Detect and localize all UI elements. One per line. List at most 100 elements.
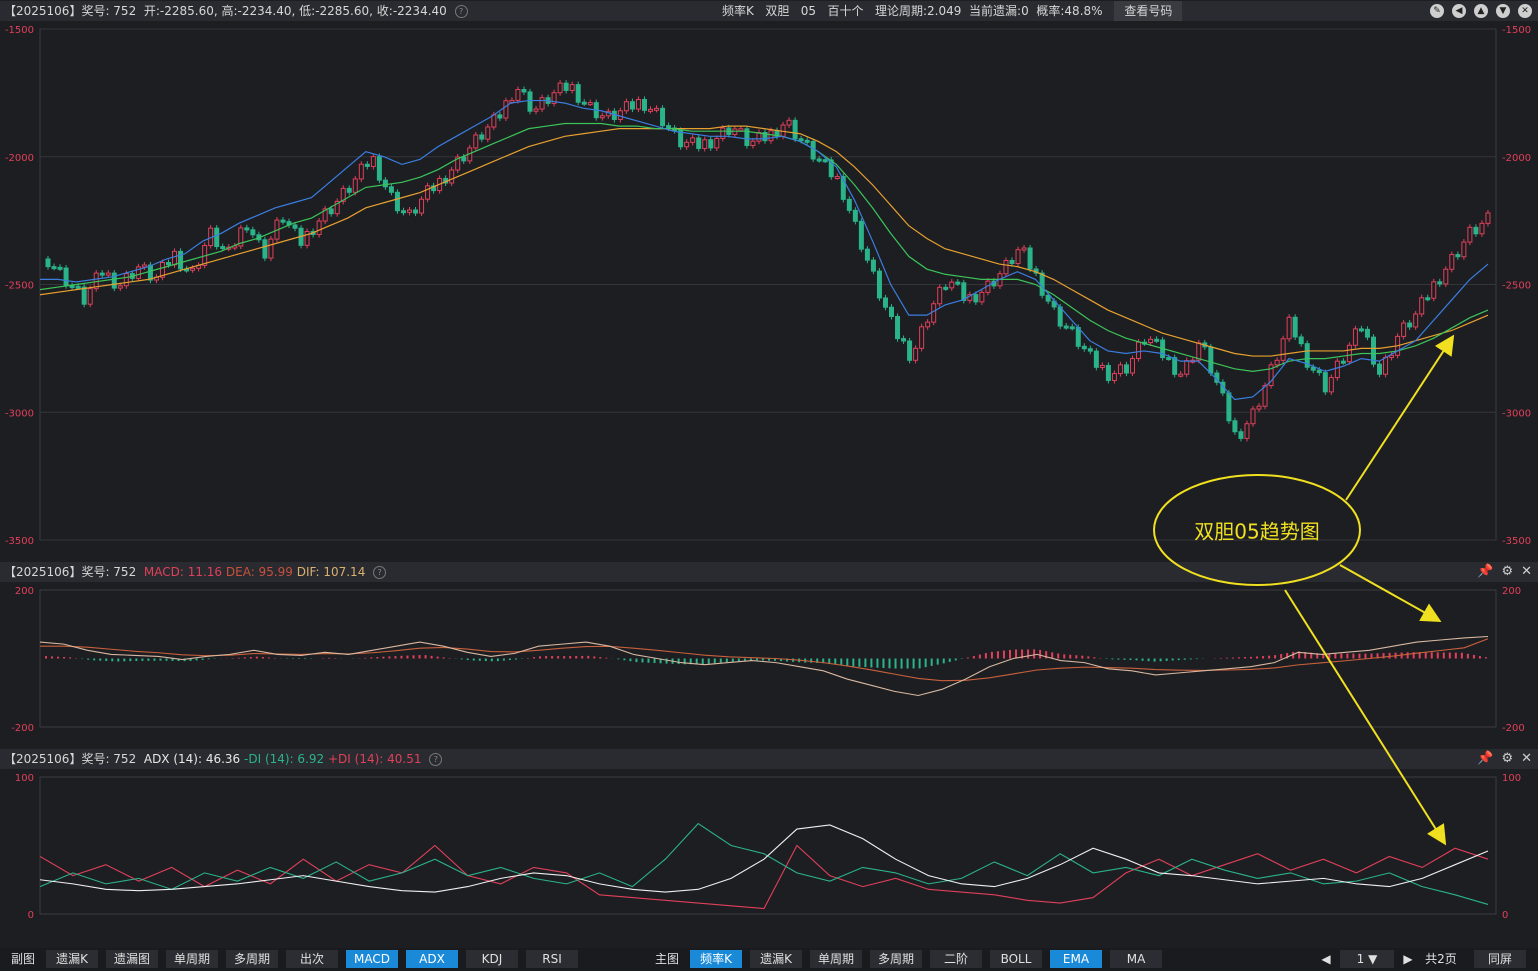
candle: [413, 209, 419, 214]
candle: [581, 101, 587, 105]
candle: [792, 119, 798, 140]
macd-chart: 200 200 -200 -200: [11, 586, 1524, 734]
candle: [1322, 372, 1328, 393]
y-tick-label-left: -1500: [5, 25, 34, 36]
candle: [159, 262, 165, 278]
candle: [1093, 350, 1099, 368]
candle: [1358, 328, 1364, 332]
candle: [1455, 254, 1461, 258]
candle: [105, 272, 111, 276]
candle: [376, 156, 382, 181]
candle: [1105, 364, 1111, 381]
candle: [1449, 254, 1455, 270]
candle: [1262, 385, 1268, 407]
sub-tab-7[interactable]: ADX: [406, 950, 458, 968]
candle: [575, 84, 581, 103]
candle: [81, 286, 87, 305]
candle: [280, 219, 286, 223]
sub-tab-1[interactable]: 遗漏K: [46, 950, 98, 968]
close-icon[interactable]: ✕: [1521, 564, 1532, 579]
gear-icon[interactable]: ⚙: [1501, 751, 1514, 766]
candle: [485, 126, 491, 140]
close-icon[interactable]: ✕: [1521, 751, 1532, 766]
candle: [1413, 313, 1419, 328]
candle: [1232, 420, 1238, 433]
candle: [147, 264, 153, 281]
candle: [744, 128, 750, 147]
candle: [846, 198, 852, 211]
sync-screen-button[interactable]: 同屏: [1474, 950, 1526, 968]
candle: [895, 315, 901, 340]
candle: [521, 89, 527, 93]
main-tab-2[interactable]: 遗漏K: [750, 950, 802, 968]
y-tick-label-right: -2000: [1502, 153, 1531, 164]
main-tab-3[interactable]: 单周期: [810, 950, 862, 968]
back-icon[interactable]: ◀: [1452, 4, 1466, 18]
candle: [352, 178, 358, 193]
main-tab-1[interactable]: 频率K: [690, 950, 742, 968]
y-tick-label-right: -3500: [1502, 536, 1531, 547]
main-tab-8[interactable]: MA: [1110, 950, 1162, 968]
up-icon[interactable]: ▲: [1474, 4, 1488, 18]
sub-tab-9[interactable]: RSI: [526, 950, 578, 968]
help-icon[interactable]: ?: [454, 5, 468, 18]
candle: [816, 158, 822, 162]
candle: [1286, 316, 1292, 340]
main-tab-7[interactable]: EMA: [1050, 950, 1102, 968]
candle: [557, 82, 563, 94]
sub-tab-6[interactable]: MACD: [346, 950, 398, 968]
adx-header: 【2025106】奖号: 752 ADX (14): 46.36 -DI (14…: [0, 749, 1538, 769]
sub-tab-5[interactable]: 出次: [286, 950, 338, 968]
candle: [358, 163, 364, 180]
candle: [1401, 322, 1407, 337]
candle: [660, 107, 666, 127]
candle: [141, 264, 147, 268]
candle: [455, 156, 461, 171]
sub-tab-2[interactable]: 遗漏图: [106, 950, 158, 968]
issue-number: 【2025106】奖号: 752: [4, 4, 137, 18]
candle: [702, 139, 708, 149]
candle: [1015, 249, 1021, 265]
candle: [901, 338, 907, 342]
page-select[interactable]: 1 ▼: [1340, 950, 1394, 968]
candle: [569, 84, 575, 91]
adx-value: ADX (14): 46.36: [143, 752, 241, 766]
view-numbers-button[interactable]: 查看号码: [1114, 1, 1183, 21]
candle: [551, 92, 557, 104]
sub-tab-4[interactable]: 多周期: [226, 950, 278, 968]
prev-page-icon[interactable]: ◀: [1321, 952, 1331, 966]
main-tab-5[interactable]: 二阶: [930, 950, 982, 968]
plus-di-value: +DI (14): 40.51: [327, 752, 422, 766]
page-count: 共2页: [1425, 952, 1457, 966]
candle: [1184, 360, 1190, 375]
candle: [262, 239, 268, 259]
candle: [461, 156, 467, 162]
y-tick-label-left: 100: [15, 773, 34, 784]
candle: [648, 108, 653, 112]
sub-tab-3[interactable]: 单周期: [166, 950, 218, 968]
main-info: 【2025106】奖号: 752 开:-2285.60, 高:-2234.40,…: [4, 1, 468, 21]
candle: [1310, 366, 1316, 371]
help-icon[interactable]: ?: [429, 753, 443, 766]
candle: [678, 129, 684, 148]
pin-icon[interactable]: 📌: [1477, 564, 1494, 579]
gear-icon[interactable]: ⚙: [1501, 564, 1514, 579]
candle: [509, 99, 515, 103]
help-icon[interactable]: ?: [373, 566, 387, 579]
candle: [828, 159, 834, 178]
candle: [244, 227, 250, 231]
macd-value: MACD: 11.16: [143, 565, 223, 579]
y-tick-label-right: 100: [1502, 773, 1521, 784]
close-circle-icon[interactable]: ✕: [1518, 4, 1532, 18]
candle: [1467, 226, 1473, 243]
edit-icon[interactable]: ✎: [1430, 4, 1444, 18]
pin-icon[interactable]: 📌: [1477, 751, 1494, 766]
candle: [503, 100, 509, 119]
main-tab-6[interactable]: BOLL: [990, 950, 1042, 968]
adx-line: [39, 824, 1489, 893]
next-page-icon[interactable]: ▶: [1403, 952, 1413, 966]
down-icon[interactable]: ▼: [1496, 4, 1510, 18]
candle: [973, 294, 979, 303]
main-tab-4[interactable]: 多周期: [870, 950, 922, 968]
sub-tab-8[interactable]: KDJ: [466, 950, 518, 968]
